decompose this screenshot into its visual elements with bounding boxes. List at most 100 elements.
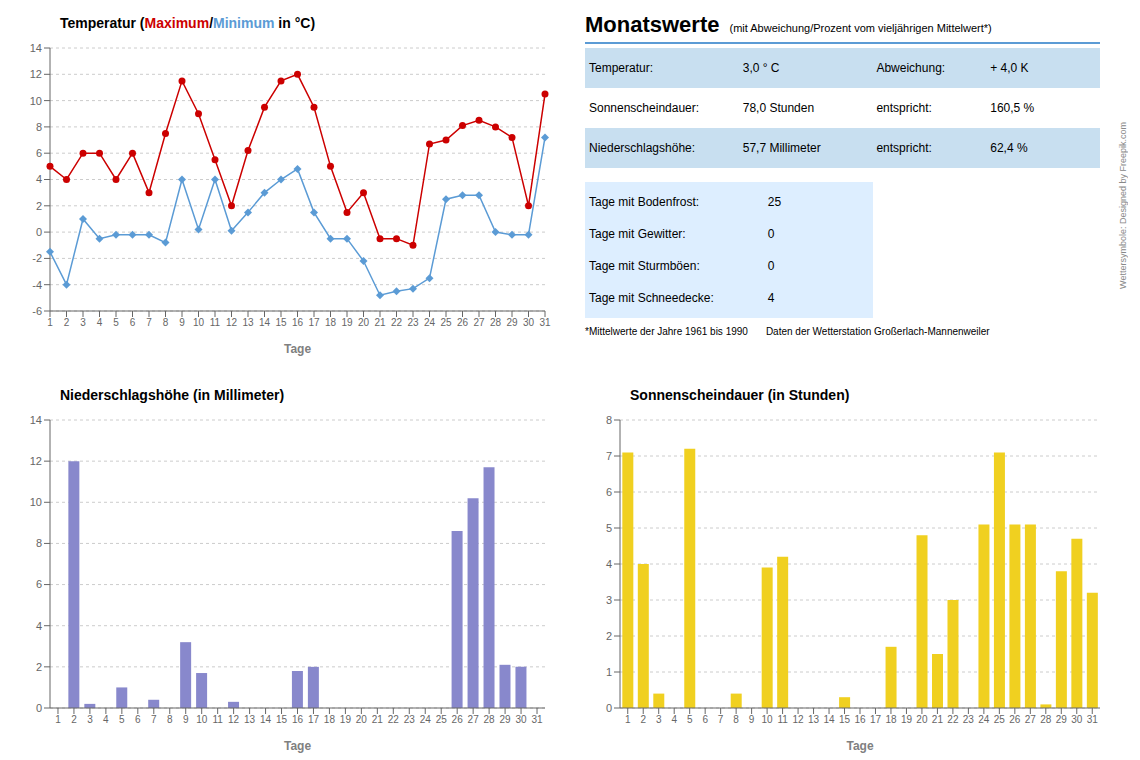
svg-text:26: 26: [457, 317, 469, 328]
svg-text:4: 4: [36, 173, 42, 185]
svg-text:2: 2: [71, 714, 77, 725]
svg-text:2: 2: [36, 661, 42, 673]
svg-text:24: 24: [978, 714, 990, 725]
svg-text:4: 4: [97, 317, 103, 328]
svg-text:-2: -2: [32, 252, 42, 264]
svg-text:24: 24: [420, 714, 432, 725]
svg-text:6: 6: [130, 317, 136, 328]
svg-text:8: 8: [167, 714, 173, 725]
svg-text:11: 11: [210, 317, 221, 328]
svg-text:6: 6: [36, 147, 42, 159]
svg-text:5: 5: [687, 714, 693, 725]
svg-text:10: 10: [193, 317, 205, 328]
svg-text:22: 22: [391, 317, 403, 328]
svg-text:20: 20: [356, 714, 368, 725]
svg-text:31: 31: [539, 317, 551, 328]
svg-text:2: 2: [606, 630, 612, 642]
svg-text:Tage: Tage: [284, 739, 311, 753]
svg-text:11: 11: [777, 714, 788, 725]
svg-text:2: 2: [36, 200, 42, 212]
svg-text:-4: -4: [32, 279, 42, 291]
svg-text:8: 8: [606, 414, 612, 426]
svg-text:6: 6: [702, 714, 708, 725]
svg-text:25: 25: [436, 714, 448, 725]
svg-text:17: 17: [308, 317, 320, 328]
svg-text:30: 30: [523, 317, 535, 328]
svg-text:20: 20: [916, 714, 928, 725]
svg-text:22: 22: [388, 714, 400, 725]
svg-text:14: 14: [30, 414, 42, 426]
svg-text:14: 14: [259, 317, 271, 328]
svg-text:7: 7: [151, 714, 157, 725]
svg-text:23: 23: [963, 714, 975, 725]
svg-text:10: 10: [30, 95, 42, 107]
svg-text:18: 18: [324, 714, 336, 725]
svg-text:4: 4: [606, 558, 612, 570]
svg-text:29: 29: [1056, 714, 1068, 725]
svg-text:18: 18: [885, 714, 897, 725]
svg-text:20: 20: [358, 317, 370, 328]
svg-text:21: 21: [372, 714, 384, 725]
svg-text:23: 23: [407, 317, 419, 328]
svg-text:30: 30: [515, 714, 527, 725]
svg-text:12: 12: [30, 455, 42, 467]
svg-text:1: 1: [625, 714, 631, 725]
svg-text:8: 8: [733, 714, 739, 725]
svg-text:5: 5: [606, 522, 612, 534]
svg-text:0: 0: [36, 702, 42, 714]
svg-text:24: 24: [424, 317, 436, 328]
svg-text:27: 27: [1025, 714, 1037, 725]
svg-text:19: 19: [340, 714, 352, 725]
svg-text:31: 31: [1087, 714, 1099, 725]
svg-text:14: 14: [260, 714, 272, 725]
svg-text:18: 18: [325, 317, 337, 328]
svg-text:12: 12: [228, 714, 240, 725]
svg-text:13: 13: [242, 317, 254, 328]
svg-text:27: 27: [473, 317, 485, 328]
svg-text:14: 14: [823, 714, 835, 725]
svg-text:29: 29: [500, 714, 512, 725]
svg-text:15: 15: [276, 714, 288, 725]
svg-text:3: 3: [87, 714, 93, 725]
svg-text:17: 17: [308, 714, 320, 725]
svg-text:2: 2: [640, 714, 646, 725]
svg-text:5: 5: [113, 317, 119, 328]
svg-text:12: 12: [226, 317, 238, 328]
svg-text:16: 16: [292, 714, 304, 725]
svg-text:Tage: Tage: [846, 739, 873, 753]
svg-text:12: 12: [793, 714, 805, 725]
svg-text:8: 8: [36, 121, 42, 133]
svg-text:10: 10: [30, 496, 42, 508]
svg-text:15: 15: [275, 317, 287, 328]
svg-text:9: 9: [749, 714, 755, 725]
svg-text:14: 14: [30, 42, 42, 54]
svg-text:15: 15: [839, 714, 851, 725]
svg-text:10: 10: [196, 714, 208, 725]
svg-text:0: 0: [606, 702, 612, 714]
svg-text:3: 3: [606, 594, 612, 606]
svg-text:22: 22: [947, 714, 959, 725]
svg-text:17: 17: [870, 714, 882, 725]
svg-text:6: 6: [36, 578, 42, 590]
svg-text:-6: -6: [32, 305, 42, 317]
svg-text:21: 21: [374, 317, 386, 328]
svg-text:28: 28: [490, 317, 502, 328]
svg-text:1: 1: [55, 714, 61, 725]
svg-text:6: 6: [135, 714, 141, 725]
svg-text:3: 3: [80, 317, 86, 328]
svg-text:0: 0: [36, 226, 42, 238]
svg-text:7: 7: [146, 317, 152, 328]
svg-text:16: 16: [292, 317, 304, 328]
svg-text:4: 4: [36, 620, 42, 632]
svg-text:28: 28: [1040, 714, 1052, 725]
svg-text:25: 25: [440, 317, 452, 328]
svg-text:30: 30: [1071, 714, 1083, 725]
svg-text:7: 7: [718, 714, 724, 725]
svg-text:31: 31: [531, 714, 543, 725]
svg-text:3: 3: [656, 714, 662, 725]
svg-text:28: 28: [484, 714, 496, 725]
svg-text:5: 5: [119, 714, 125, 725]
svg-text:27: 27: [468, 714, 480, 725]
svg-text:10: 10: [762, 714, 774, 725]
svg-text:19: 19: [901, 714, 913, 725]
